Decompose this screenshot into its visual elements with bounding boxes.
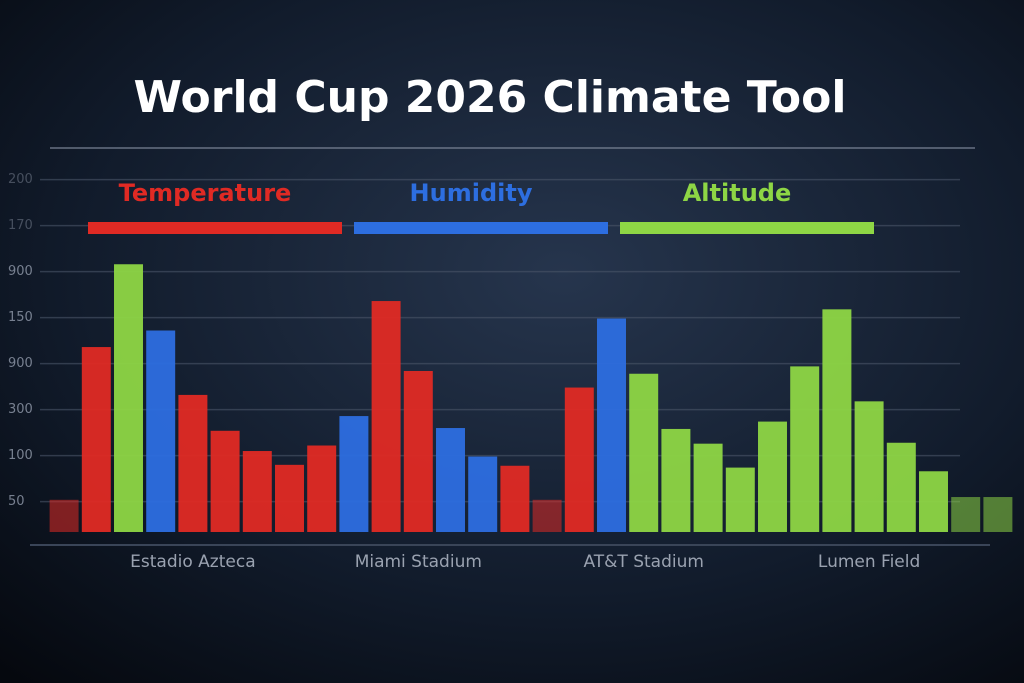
x-tick-label: Estadio Azteca [130, 552, 255, 572]
bar [500, 465, 530, 532]
bar [49, 499, 79, 532]
bar [983, 497, 1013, 532]
bar [919, 471, 948, 532]
legend-swatch [354, 222, 608, 234]
bar [790, 366, 820, 532]
bar [339, 416, 369, 532]
bar [210, 430, 240, 532]
bar [114, 264, 143, 532]
bar [854, 401, 884, 532]
x-tick-label: Miami Stadium [355, 552, 482, 572]
bar [403, 370, 433, 532]
chart-title: World Cup 2026 Climate Tool [134, 72, 847, 123]
bar [81, 347, 111, 532]
legend-swatch [88, 222, 342, 234]
y-tick-label: 900 [8, 356, 33, 371]
y-tick-label: 50 [8, 494, 25, 509]
bar [758, 421, 787, 532]
legend-label: Humidity [410, 179, 533, 207]
bar [436, 428, 465, 532]
bar [661, 428, 691, 532]
legend-swatch [620, 222, 874, 234]
bar [146, 330, 176, 532]
bar [629, 373, 659, 532]
y-tick-label: 900 [8, 264, 33, 279]
bar [307, 445, 337, 532]
x-tick-label: Lumen Field [818, 552, 920, 572]
bar [564, 387, 594, 532]
x-tick-label: AT&T Stadium [583, 552, 703, 572]
bar [886, 442, 916, 532]
bar [275, 464, 304, 532]
legend-label: Temperature [119, 179, 292, 207]
bar [951, 497, 981, 532]
bar [371, 301, 401, 532]
legend-label: Altitude [683, 179, 792, 207]
y-tick-label: 170 [8, 218, 33, 233]
bar [597, 318, 626, 532]
bar [822, 309, 852, 532]
bar [532, 499, 562, 532]
y-tick-label: 100 [8, 448, 33, 463]
bar [725, 467, 755, 532]
bar [693, 443, 723, 532]
y-tick-label: 150 [8, 310, 33, 325]
bar [468, 456, 498, 532]
bar [178, 394, 208, 532]
y-tick-label: 200 [8, 172, 33, 187]
bar [242, 451, 272, 532]
y-tick-label: 300 [8, 402, 33, 417]
